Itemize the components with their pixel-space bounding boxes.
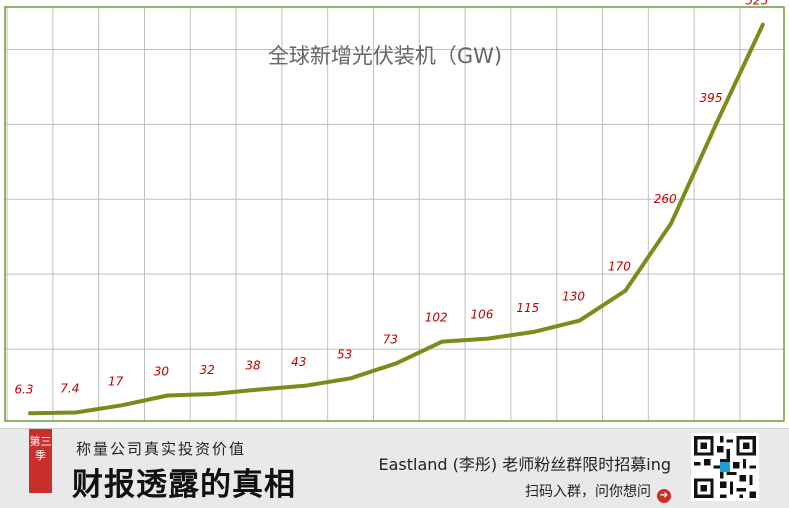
season-badge: 第三季 bbox=[29, 429, 52, 493]
data-label: 43 bbox=[291, 355, 306, 369]
qr-code-icon[interactable] bbox=[691, 433, 759, 501]
data-label: 32 bbox=[200, 363, 215, 377]
chart-title: 全球新增光伏装机（GW) bbox=[268, 44, 502, 68]
data-label: 17 bbox=[108, 374, 124, 388]
scan-prompt[interactable]: 扫码入群，问你想问 ➜ bbox=[525, 481, 671, 503]
plot-frame bbox=[4, 6, 785, 422]
series-line bbox=[28, 22, 765, 416]
data-label: 73 bbox=[383, 332, 398, 346]
data-label: 260 bbox=[654, 192, 677, 206]
data-label: 102 bbox=[425, 311, 448, 325]
recruit-text: Eastland (李彤) 老师粉丝群限时招募ing bbox=[378, 455, 671, 474]
data-label: 115 bbox=[516, 301, 539, 315]
scan-text: 扫码入群，问你想问 bbox=[525, 484, 651, 500]
chart: 全球新增光伏装机（GW) 6.3 7.4 17 30 32 38 43 53 73 102 106 1… bbox=[4, 0, 785, 422]
data-label: 7.4 bbox=[60, 381, 79, 395]
arrow-right-circle-icon: ➜ bbox=[657, 489, 671, 503]
data-label: 53 bbox=[337, 347, 352, 361]
data-label: 38 bbox=[245, 359, 261, 373]
brand-title: 财报透露的真相 bbox=[72, 467, 296, 503]
data-label: 525 bbox=[745, 0, 768, 8]
data-label: 170 bbox=[608, 260, 631, 274]
data-label: 395 bbox=[700, 91, 723, 105]
data-label: 6.3 bbox=[14, 382, 33, 396]
slogan-text: 称量公司真实投资价值 bbox=[76, 440, 247, 458]
footer-banner: 第三季 称量公司真实投资价值 财报透露的真相 Eastland (李彤) 老师粉… bbox=[0, 428, 789, 508]
data-label: 130 bbox=[562, 290, 585, 304]
data-label: 30 bbox=[154, 365, 170, 379]
data-label: 106 bbox=[471, 308, 494, 322]
